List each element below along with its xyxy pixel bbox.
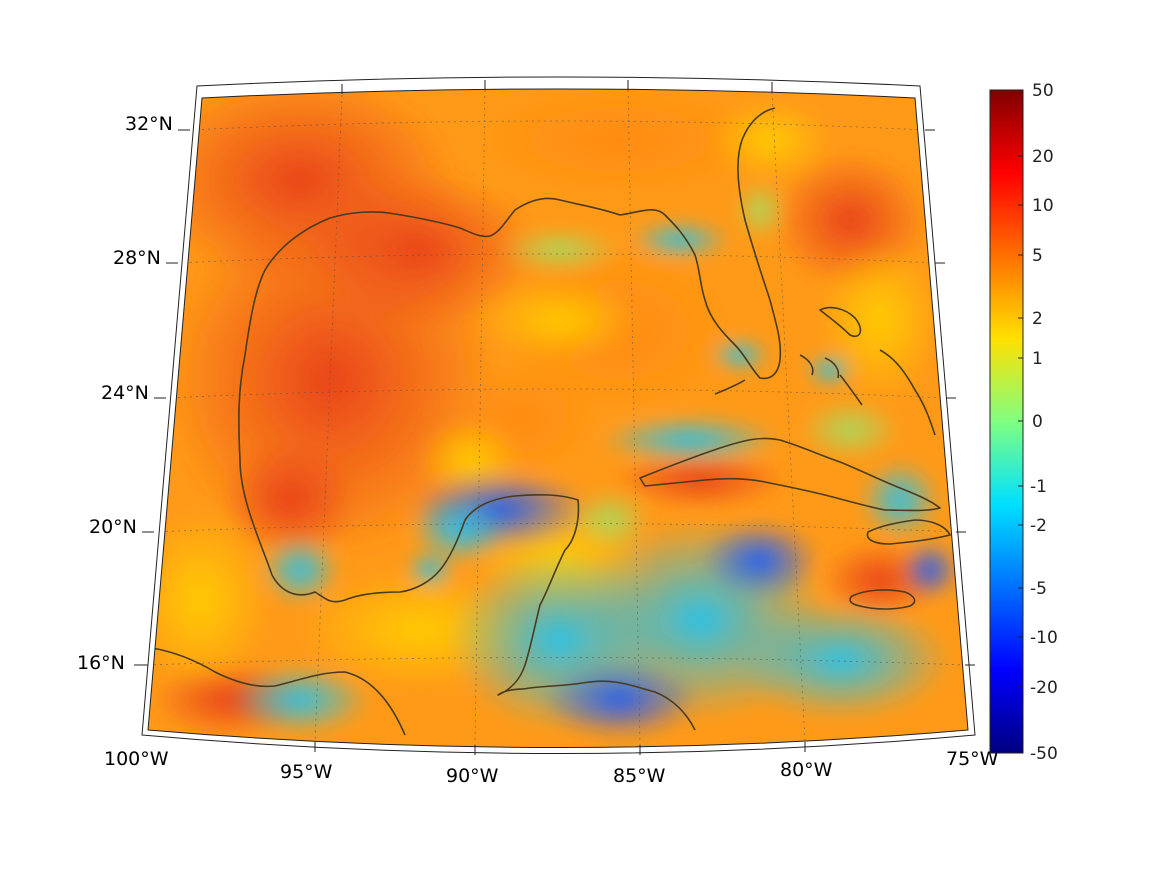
colorbar-label-neg5: -5	[1030, 579, 1047, 599]
longitude-labels: 100°W 95°W 90°W 85°W 80°W 75°W	[104, 748, 999, 787]
lon-label-85w: 85°W	[613, 765, 666, 787]
lat-label-16n: 16°N	[77, 652, 125, 674]
colorbar-label-2: 2	[1032, 309, 1043, 329]
colorbar-ticks	[1018, 89, 1023, 754]
field-blobs	[148, 89, 960, 740]
map-panel	[148, 89, 968, 748]
latitude-labels: 32°N 28°N 24°N 20°N 16°N	[77, 113, 173, 674]
frame-ticks	[134, 80, 975, 755]
colorbar-label-neg2: -2	[1030, 516, 1047, 536]
colorbar-label-1: 1	[1032, 349, 1043, 369]
lon-label-75w: 75°W	[946, 748, 999, 770]
lat-label-20n: 20°N	[89, 516, 137, 538]
map-frame	[147, 88, 969, 748]
colorbar-label-0: 0	[1032, 412, 1043, 432]
colorbar-gradient	[989, 89, 1024, 754]
lat-label-32n: 32°N	[125, 113, 173, 135]
colorbar-label-50: 50	[1032, 81, 1054, 101]
lon-label-90w: 90°W	[446, 765, 499, 787]
colorbar-label-neg1: -1	[1030, 477, 1047, 497]
graticule	[148, 89, 966, 746]
colorbar-label-5: 5	[1032, 246, 1043, 266]
colorbar-label-neg50: -50	[1030, 744, 1058, 764]
colorbar-label-10: 10	[1032, 196, 1054, 216]
colorbar-label-neg20: -20	[1030, 678, 1058, 698]
colorbar-label-20: 20	[1032, 147, 1054, 167]
colorbar-label-neg10: -10	[1030, 628, 1058, 648]
lat-label-28n: 28°N	[113, 247, 161, 269]
lon-label-95w: 95°W	[280, 761, 333, 783]
colorbar-labels: 50 20 10 5 2 1 0 -1 -2 -5 -10 -20 -50	[1030, 81, 1058, 764]
lon-label-100w: 100°W	[104, 748, 169, 770]
map-frame-outer	[141, 76, 976, 754]
lat-label-24n: 24°N	[101, 382, 149, 404]
lon-label-80w: 80°W	[780, 759, 833, 781]
coastlines	[151, 107, 951, 736]
colorbar: 50 20 10 5 2 1 0 -1 -2 -5 -10 -20 -50	[989, 81, 1058, 764]
